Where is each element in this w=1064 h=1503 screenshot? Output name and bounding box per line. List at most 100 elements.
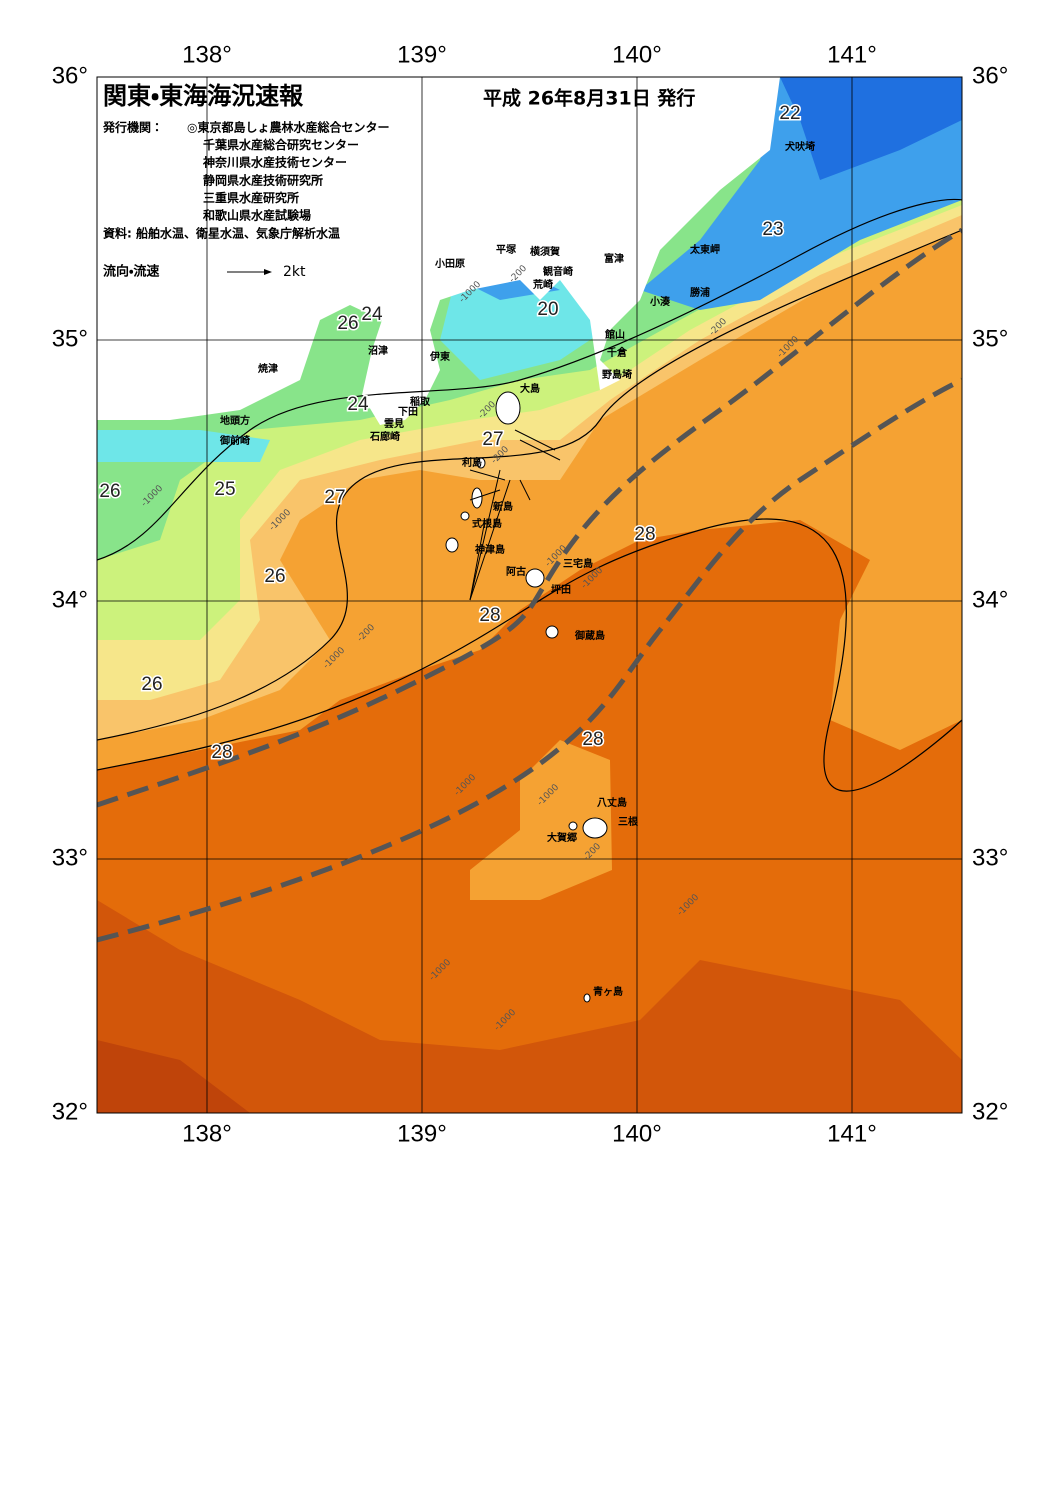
- current-arrow: [519, 439, 561, 461]
- place-name: 八丈島: [597, 796, 627, 809]
- place-name: 大島: [520, 382, 540, 395]
- place-name: 三宅島: [563, 557, 593, 570]
- lon-label: 141°: [827, 41, 877, 68]
- current-arrow: [469, 519, 486, 601]
- place-name: 荒崎: [532, 278, 553, 291]
- isotherm-label: 23: [762, 219, 783, 240]
- place-name: 沼津: [368, 344, 388, 357]
- place-name: 三根: [618, 815, 639, 828]
- isotherm-label: 25: [214, 479, 235, 500]
- isotherm-label: 27: [482, 429, 503, 450]
- map-frame: [96, 76, 963, 1114]
- sea-layer: [97, 77, 962, 1113]
- place-name: 阿古: [506, 565, 526, 578]
- lon-label: 139°: [397, 41, 447, 68]
- lat-label: 32°: [52, 1098, 88, 1125]
- place-name: 地頭方: [220, 414, 250, 427]
- lon-label: 140°: [612, 41, 662, 68]
- zone-30: [97, 1040, 250, 1113]
- lat-label: 33°: [972, 844, 1008, 871]
- issuer: 和歌山県水産試験場: [202, 208, 311, 223]
- island: [460, 511, 470, 521]
- place-name: 富津: [604, 252, 624, 265]
- isotherm-label: 26: [264, 566, 285, 587]
- place-name: 観音崎: [543, 265, 573, 278]
- island: [545, 625, 559, 639]
- current-arrow: [514, 429, 556, 451]
- lon-label: 138°: [182, 1120, 232, 1147]
- legend-label: 流向・流速: [103, 264, 159, 280]
- isotherm-line: [97, 229, 962, 741]
- place-name: 焼津: [258, 362, 278, 375]
- place-name: 千倉: [607, 346, 628, 359]
- place-name: 館山: [604, 328, 625, 341]
- lat-label: 34°: [972, 586, 1008, 613]
- island: [582, 817, 608, 839]
- zone-27: [470, 740, 612, 900]
- place-name: 野島埼: [602, 368, 632, 381]
- island: [495, 391, 521, 425]
- place-name: 神津島: [474, 543, 505, 556]
- lon-label: 140°: [612, 1120, 662, 1147]
- issuer: 三重県水産研究所: [203, 190, 299, 205]
- isotherm-label: 24: [347, 394, 369, 415]
- place-name: 式根島: [472, 517, 502, 530]
- place-name: 伊東: [429, 350, 450, 363]
- place-name: 御蔵島: [574, 629, 605, 642]
- kuroshio-axis: [97, 377, 962, 943]
- issuer: 静岡県水産技術研究所: [203, 172, 323, 187]
- lat-label: 32°: [972, 1098, 1008, 1125]
- legend-speed: 2kt: [283, 264, 306, 280]
- isotherm-label: 28: [634, 524, 655, 545]
- place-name: 坪田: [551, 583, 571, 596]
- place-name: 犬吠埼: [785, 140, 815, 153]
- zone-20: [780, 77, 962, 180]
- place-name: 大賀郷: [547, 831, 577, 844]
- place-name: 御前崎: [219, 434, 250, 447]
- zone-22: [97, 430, 270, 462]
- place-name: 稲取: [410, 395, 431, 408]
- lat-label: 34°: [52, 586, 88, 613]
- lon-label: 141°: [827, 1120, 877, 1147]
- lat-label: 35°: [972, 325, 1008, 352]
- place-name: 平塚: [496, 243, 517, 256]
- island: [525, 568, 545, 588]
- title: 関東・東海海況速報: [103, 82, 304, 110]
- isotherm-label: 20: [537, 299, 558, 320]
- place-name: 小湊: [649, 295, 671, 308]
- current-arrow: [519, 479, 531, 501]
- issuer: 千葉県水産総合研究センター: [203, 137, 359, 152]
- issuer-label: 発行機関：: [102, 120, 163, 135]
- isotherm-label: 24: [361, 304, 383, 325]
- lat-label: 36°: [52, 62, 88, 89]
- current-arrow: [469, 489, 501, 501]
- lat-label: 36°: [972, 62, 1008, 89]
- place-name: 下田: [398, 406, 418, 418]
- isotherm-label: 28: [211, 742, 232, 763]
- land: [97, 77, 780, 425]
- issuer: 神奈川県水産技術センター: [202, 155, 347, 170]
- isotherm-label: 26: [337, 313, 358, 334]
- place-name: 勝浦: [690, 286, 710, 299]
- place-name: 小田原: [434, 257, 465, 270]
- place-name: 石廊崎: [369, 430, 400, 443]
- isotherm-label: 28: [582, 729, 603, 750]
- issue-date: 平成 26年8月31日 発行: [483, 87, 695, 110]
- island: [568, 821, 578, 831]
- isotherm-line: [97, 518, 962, 792]
- issuer: ◎東京都島しょ農林水産総合センター: [187, 120, 389, 135]
- place-name: 利島: [462, 456, 482, 469]
- lat-label: 35°: [52, 325, 88, 352]
- place-name: 太東岬: [689, 243, 720, 256]
- lon-label: 139°: [397, 1120, 447, 1147]
- place-name: 横須賀: [530, 245, 560, 258]
- lat-label: 33°: [52, 844, 88, 871]
- isotherm-label: 26: [99, 481, 120, 502]
- isotherm-label: 26: [141, 674, 162, 695]
- current-arrow: [469, 479, 511, 601]
- lon-label: 138°: [182, 41, 232, 68]
